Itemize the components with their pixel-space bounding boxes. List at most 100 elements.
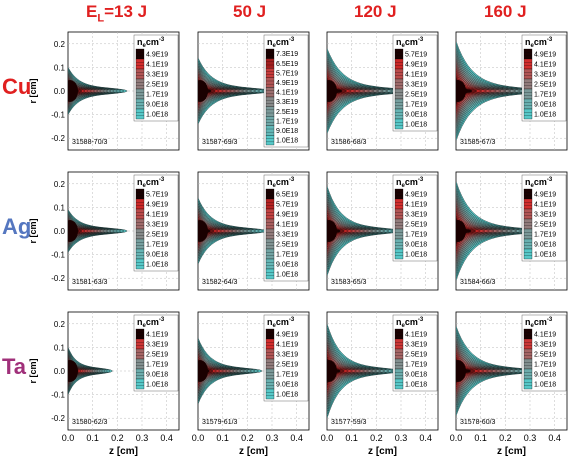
- x-tick-label: 0.2: [241, 433, 254, 443]
- y-tick-label: 0.2: [54, 320, 66, 329]
- shot-label: 31579-61/3: [202, 419, 238, 426]
- legend-level-label: 1.7E19: [146, 92, 168, 99]
- legend-swatch: [523, 48, 533, 60]
- x-tick-label: 0.0: [192, 433, 205, 443]
- legend-level-label: 3.3E19: [146, 222, 168, 229]
- legend-swatch: [265, 268, 275, 280]
- x-tick-label: 0.4: [290, 433, 303, 443]
- legend-level-label: 4.1E19: [146, 212, 168, 219]
- legend-level-label: 4.9E19: [534, 52, 556, 59]
- panel-ag-160J: necm-3 4.9E19 4.1E19 3.3E19 2.5E19 1.7E19 9.0E…: [455, 171, 568, 291]
- legend-title: necm-3: [267, 177, 295, 189]
- legend-level-label: 9.0E18: [534, 102, 556, 109]
- legend-level-label: 9.0E18: [146, 252, 168, 259]
- x-tick-label: 0.2: [111, 433, 124, 443]
- legend-swatch: [394, 328, 404, 340]
- legend-level-label: 1.0E18: [405, 252, 427, 259]
- legend-level-label: 5.7E19: [276, 202, 298, 209]
- plume-contours: [68, 346, 113, 396]
- row-label-ta: Ta: [2, 354, 27, 379]
- legend-swatch: [265, 218, 275, 230]
- legend-level-label: 4.9E19: [276, 332, 298, 339]
- legend-level-label: 4.1E19: [146, 332, 168, 339]
- legend-swatch: [523, 78, 533, 90]
- x-tick-label: 0.2: [370, 433, 383, 443]
- target-core: [456, 360, 466, 382]
- legend-level-label: 3.3E19: [534, 72, 556, 79]
- shot-label: 31580-62/3: [72, 419, 108, 426]
- x-tick-label: 0.0: [62, 433, 75, 443]
- target-core: [327, 360, 337, 382]
- legend-level-label: 4.9E19: [146, 202, 168, 209]
- legend-swatch: [265, 135, 275, 146]
- legend-swatch: [265, 378, 275, 390]
- legend-swatch: [265, 388, 275, 400]
- legend-swatch: [265, 258, 275, 270]
- legend-level-label: 1.7E19: [276, 252, 298, 259]
- legend-level-label: 4.1E19: [276, 90, 298, 97]
- legend-swatch: [394, 88, 404, 100]
- y-tick-label: -0.2: [51, 134, 65, 143]
- legend-level-label: 2.5E19: [146, 232, 168, 239]
- legend-level-label: 2.5E19: [405, 222, 427, 229]
- legend-level-label: 3.3E19: [405, 212, 427, 219]
- legend-level-label: 3.3E19: [276, 99, 298, 106]
- legend-level-label: 1.0E18: [146, 382, 168, 389]
- y-tick-label: -0.2: [51, 274, 65, 283]
- legend-level-label: 4.1E19: [146, 62, 168, 69]
- legend-level-label: 6.5E19: [276, 192, 298, 199]
- legend-swatch: [523, 208, 533, 220]
- x-tick-label: 0.1: [474, 433, 487, 443]
- target-core: [327, 220, 337, 242]
- legend-swatch: [265, 228, 275, 240]
- legend-title: necm-3: [396, 317, 424, 329]
- legend-level-label: 2.5E19: [405, 92, 427, 99]
- legend-swatch: [394, 378, 404, 390]
- legend-swatch: [523, 228, 533, 240]
- legend-swatch: [135, 68, 145, 80]
- legend-swatch: [394, 348, 404, 360]
- shot-label: 31586-68/3: [331, 139, 367, 146]
- plume-contours: [198, 337, 263, 405]
- legend-level-label: 4.1E19: [405, 332, 427, 339]
- legend-level-label: 1.7E19: [534, 362, 556, 369]
- shot-label: 31584-66/3: [460, 279, 496, 286]
- legend-swatch: [135, 248, 145, 260]
- legend-level-label: 2.5E19: [146, 352, 168, 359]
- x-tick-label: 0.0: [450, 433, 463, 443]
- energy-prefix: E: [86, 2, 98, 21]
- x-tick-label: 0.3: [136, 433, 149, 443]
- legend-swatch: [523, 218, 533, 230]
- legend-level-label: 1.7E19: [405, 102, 427, 109]
- panel-ta-13J: necm-3 4.1E19 3.3E19 2.5E19 1.7E19 9.0E18 1.0E…: [28, 311, 180, 457]
- legend-level-label: 1.0E18: [276, 392, 298, 399]
- legend-swatch: [135, 78, 145, 90]
- legend-level-label: 1.7E19: [405, 362, 427, 369]
- legend-swatch: [394, 48, 404, 60]
- legend-swatch: [523, 358, 533, 370]
- x-axis-label: z [cm]: [368, 446, 397, 457]
- legend-level-label: 4.9E19: [405, 192, 427, 199]
- legend-title: necm-3: [137, 177, 165, 189]
- legend-level-label: 2.5E19: [534, 222, 556, 229]
- energy-subscript: L: [97, 12, 105, 25]
- legend-level-label: 5.7E19: [276, 70, 298, 77]
- legend-level-label: 9.0E18: [534, 372, 556, 379]
- legend-swatch: [135, 238, 145, 250]
- legend-swatch: [394, 208, 404, 220]
- legend-level-label: 4.9E19: [405, 62, 427, 69]
- plume-contours: [198, 197, 268, 265]
- legend-swatch: [394, 198, 404, 210]
- target-core: [198, 360, 208, 382]
- legend-level-label: 1.7E19: [146, 362, 168, 369]
- legend-swatch: [394, 238, 404, 250]
- legend-swatch: [265, 58, 275, 69]
- legend-level-label: 2.5E19: [534, 82, 556, 89]
- legend-swatch: [135, 328, 145, 340]
- x-tick-label: 0.4: [419, 433, 432, 443]
- legend-level-label: 1.0E18: [276, 272, 298, 279]
- legend-swatch: [523, 88, 533, 100]
- target-core: [198, 80, 208, 102]
- target-core: [456, 220, 466, 242]
- plume-contours: [456, 40, 545, 142]
